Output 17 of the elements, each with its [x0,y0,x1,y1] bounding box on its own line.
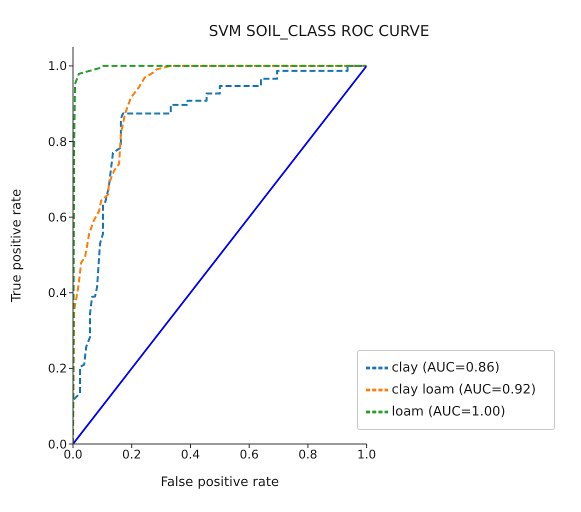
y-axis-title: True positive rate [10,188,25,304]
legend-label: clay (AUC=0.86) [392,360,500,376]
y-tick-label: 0.4 [48,286,67,300]
x-tick-label: 0.2 [122,448,142,462]
legend-label: clay loam (AUC=0.92) [392,382,536,398]
legend-label: loam (AUC=1.00) [392,404,506,420]
y-tick-label: 0.2 [48,362,67,376]
x-axis-title: False positive rate [160,475,279,490]
chart-title: SVM SOIL_CLASS ROC CURVE [208,22,430,40]
x-tick-label: 0.6 [240,448,259,462]
y-tick-label: 0.6 [48,210,67,224]
x-tick-label: 0.4 [180,448,200,462]
y-tick-label: 1.0 [48,59,67,74]
x-tick-label: 1.0 [357,448,376,462]
x-tick-label: 0.8 [298,448,318,462]
x-tick-label: 0.0 [63,448,83,462]
y-tick-label: 0.8 [48,134,67,149]
